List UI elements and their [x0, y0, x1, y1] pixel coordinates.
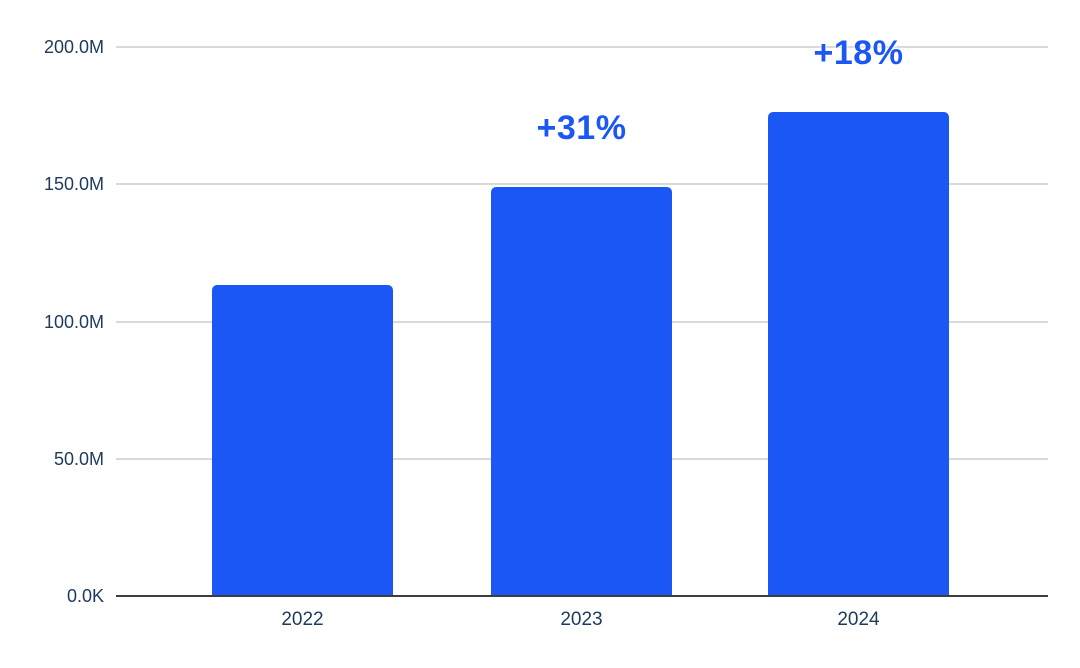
bar-2024 [768, 111, 949, 595]
x-tick-label: 2022 [281, 609, 324, 630]
y-tick-label: 50.0M [53, 448, 104, 469]
bar-2023 [491, 186, 672, 595]
y-tick-label: 0.0K [66, 586, 104, 606]
gridline [116, 183, 1048, 186]
y-tick-label: 150.0M [43, 174, 104, 195]
gridline [116, 46, 1048, 48]
x-tick-label: 2023 [560, 609, 603, 630]
bar-2022 [212, 284, 393, 595]
growth-annotation-2023: +31% [536, 108, 627, 147]
growth-annotation-2024: +18% [813, 33, 904, 72]
y-tick-label: 100.0M [43, 311, 104, 332]
y-tick-label: 200.0M [43, 37, 104, 57]
x-tick-label: 2024 [837, 609, 880, 630]
x-axis-line [116, 595, 1048, 597]
